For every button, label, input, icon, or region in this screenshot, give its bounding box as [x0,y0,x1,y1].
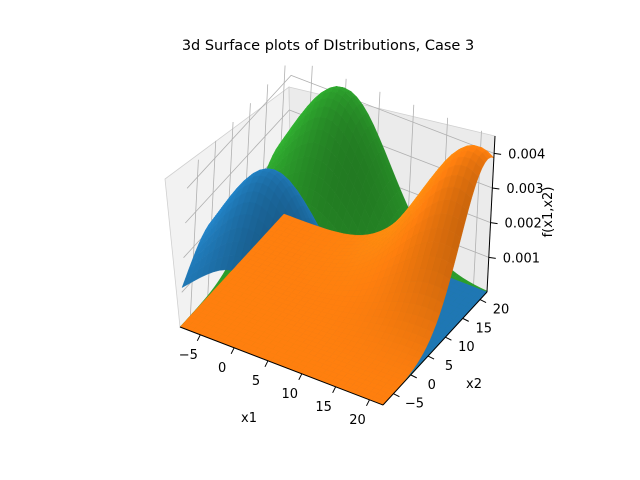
z-tick-label: 0.004 [508,147,545,162]
z-grid-line [185,109,493,224]
x-tick-mark [264,360,269,368]
x-tick-mark [298,373,303,381]
y-axis-line [382,291,488,406]
surface-series-3 [179,145,495,406]
z-axis-line [486,135,496,293]
chart-title: 3d Surface plots of DIstributions, Case … [182,38,474,54]
x-tick-label: 20 [349,413,366,428]
y-tick-mark [479,299,487,303]
y-tick-mark [427,355,435,360]
x-tick-label: −5 [179,348,198,363]
z-tick-mark [492,187,500,190]
y-axis-label: x2 [466,377,482,392]
z-tick-mark [490,222,498,225]
y-tick-mark [410,374,417,379]
x-axis-label: x1 [241,411,257,426]
x-tick-label: 5 [252,374,260,389]
z-grid-line [186,74,495,189]
axes [179,135,496,406]
x-tick-label: 10 [282,387,299,402]
surfaces [179,86,495,406]
y-tick-mark [393,393,400,398]
y-tick-label: 20 [493,303,510,318]
y-tick-mark [462,317,469,322]
z-ticks: 0.001 0.002 0.003 0.004 [488,147,545,266]
y-tick-label: 5 [445,359,453,374]
x-tick-mark [230,347,235,355]
z-tick-mark [494,152,502,155]
y-tick-label: 0 [428,378,436,393]
z-tick-mark [488,256,496,259]
x-tick-label: 0 [218,361,226,376]
x-tick-mark [332,386,337,394]
y-tick-label: 15 [475,321,492,336]
x-ticks: −5 0 5 10 15 20 [179,334,370,428]
x-tick-mark [196,334,201,342]
x-tick-label: 15 [315,400,332,415]
z-tick-label: 0.003 [506,182,543,197]
y-tick-label: 10 [458,340,475,355]
y-tick-label: −5 [405,397,424,412]
y-tick-mark [445,336,452,341]
z-tick-label: 0.001 [503,251,540,266]
x-tick-mark [366,399,370,407]
x-axis-line [179,326,384,406]
z-axis-label: f(x1,x2) [541,187,556,238]
z-tick-label: 0.002 [505,217,542,232]
